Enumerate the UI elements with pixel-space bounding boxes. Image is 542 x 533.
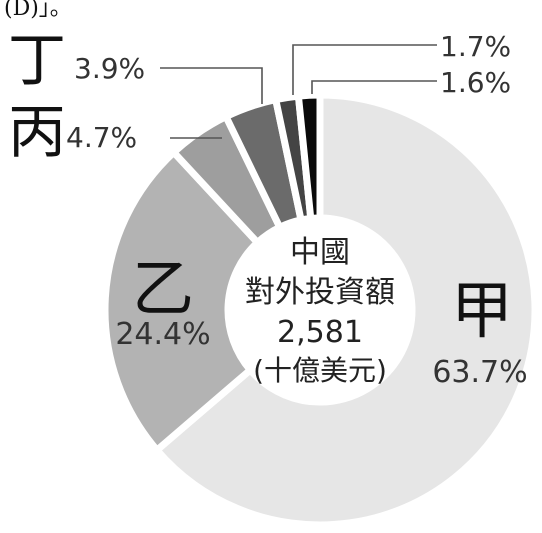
slice-1 [101,148,261,454]
top-text-fragment: (D)」。 [4,0,72,21]
slice-0 [153,91,539,529]
slice-value-1: 24.4% [115,317,210,352]
leader-5 [311,80,437,94]
leader-3 [160,67,263,104]
slices-group [101,91,539,529]
slice-label-3: 丁 [8,26,66,94]
labels-group: 甲 63.7% 乙24.4% 丁 3.9%丙 4.7% 1.7%1.6% [8,26,528,390]
slice-label-1: 乙 [132,252,194,325]
center-line-2: 對外投資額 [245,275,395,310]
center-label: 中國 對外投資額 2,581 (十億美元) [245,235,395,387]
slice-value-0: 63.7% [432,355,527,390]
center-line-4: (十億美元) [253,354,387,387]
center-line-1: 中國 [290,235,350,270]
slice-label-2: 丙 [8,98,66,166]
leader-4 [292,44,437,95]
slice-value-5: 1.6% [440,66,511,99]
center-line-3: 2,581 [277,315,363,350]
slice-value-2: 4.7% [66,121,137,154]
slice-label-0: 甲 [451,274,513,347]
leader-lines [160,44,437,139]
slice-value-4: 1.7% [440,30,511,63]
slice-value-3: 3.9% [74,52,145,85]
slice-5 [294,91,324,222]
